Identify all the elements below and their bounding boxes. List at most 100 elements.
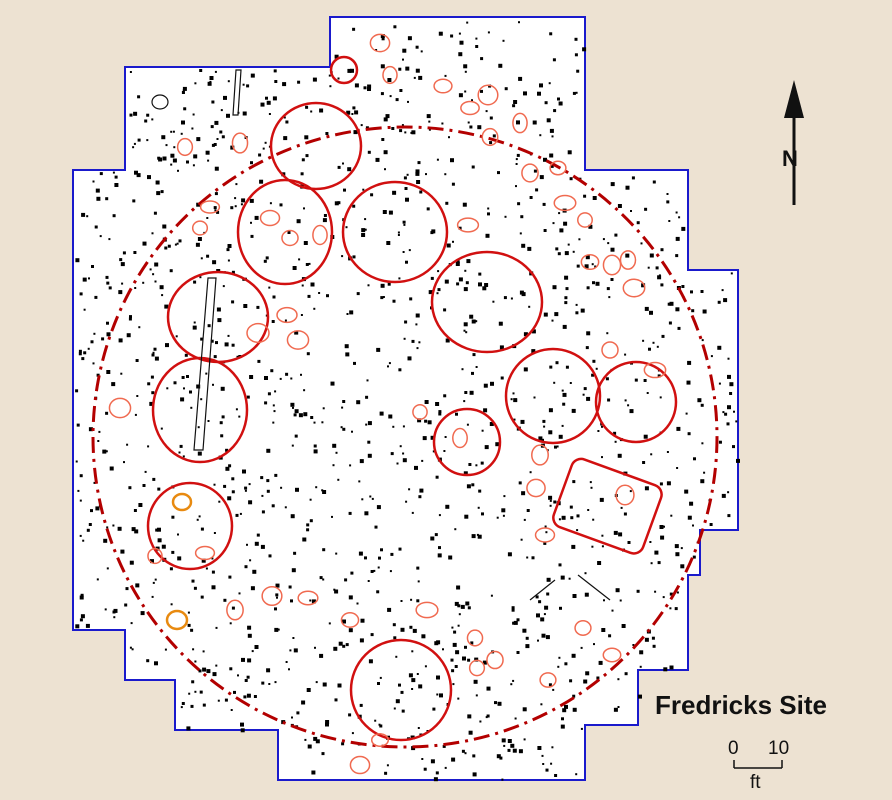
postmold	[404, 187, 408, 190]
postmold	[393, 636, 397, 640]
postmold	[478, 489, 482, 493]
postmold	[456, 585, 461, 590]
postmold	[128, 486, 132, 490]
postmold	[455, 262, 460, 266]
postmold	[155, 180, 160, 185]
postmold	[729, 382, 734, 387]
postmold	[181, 120, 185, 125]
postmold	[285, 661, 288, 663]
postmold	[666, 200, 670, 204]
postmold	[306, 523, 310, 527]
postmold	[105, 450, 108, 453]
postmold	[125, 587, 129, 591]
postmold	[684, 489, 689, 494]
postmold	[166, 387, 169, 390]
pit	[456, 217, 480, 233]
postmold	[315, 486, 318, 489]
postmold	[595, 281, 600, 286]
postmold	[572, 694, 576, 698]
postmold	[259, 179, 264, 184]
postmold	[544, 525, 547, 528]
postmold	[347, 68, 352, 73]
postmold	[543, 613, 546, 616]
postmold	[374, 719, 377, 722]
postmold	[629, 490, 632, 493]
postmold	[192, 113, 195, 116]
postmold	[293, 413, 297, 417]
postmold	[589, 481, 592, 484]
postmold	[378, 723, 381, 726]
postmold	[464, 269, 467, 272]
postmold	[322, 490, 327, 494]
postmold	[183, 387, 185, 390]
postmold	[109, 466, 114, 471]
postmold	[180, 132, 183, 135]
postmold	[591, 545, 594, 548]
postmold	[475, 464, 478, 467]
postmold	[598, 660, 603, 665]
postmold	[545, 531, 548, 534]
postmold	[169, 269, 173, 273]
postmold	[323, 214, 327, 217]
postmold	[352, 255, 356, 259]
postmold	[575, 303, 578, 306]
postmold	[674, 544, 679, 549]
postmold	[359, 638, 364, 643]
postmold	[552, 688, 555, 691]
postmold	[235, 408, 238, 411]
postmold	[280, 486, 283, 489]
postmold	[227, 244, 232, 248]
postmold	[717, 300, 721, 304]
postmold	[176, 242, 179, 245]
postmold	[290, 377, 293, 380]
postmold	[592, 518, 595, 521]
postmold	[548, 82, 551, 85]
pit	[601, 341, 619, 359]
pit	[349, 755, 371, 775]
postmold	[154, 356, 159, 361]
postmold	[480, 461, 484, 465]
structure-1	[269, 101, 363, 191]
postmold	[328, 74, 331, 77]
postmold	[591, 373, 595, 377]
postmold	[471, 534, 476, 539]
postmold	[150, 375, 154, 379]
postmold	[266, 448, 271, 453]
postmold	[223, 598, 227, 602]
postmold	[95, 188, 100, 193]
postmold	[564, 251, 569, 256]
postmold	[607, 242, 610, 245]
postmold	[415, 323, 418, 326]
postmold	[247, 625, 252, 630]
postmold	[342, 619, 346, 624]
postmold	[162, 156, 167, 161]
pit	[370, 733, 390, 747]
highlighted-pit-1	[171, 492, 193, 512]
postmold	[434, 533, 438, 537]
postmold	[515, 158, 518, 161]
postmold	[623, 512, 627, 516]
postmold	[337, 683, 342, 688]
postmold	[207, 420, 210, 422]
postmold	[120, 372, 123, 375]
postmold	[342, 400, 346, 403]
postmold	[492, 300, 495, 303]
postmold	[402, 458, 407, 463]
postmold	[668, 220, 671, 222]
postmold	[501, 508, 506, 513]
postmold	[92, 362, 95, 365]
postmold	[450, 34, 454, 38]
postmold	[650, 562, 653, 565]
postmold	[142, 484, 146, 487]
postmold	[244, 679, 248, 682]
postmold	[301, 284, 304, 287]
pit	[199, 200, 221, 214]
postmold	[501, 738, 506, 743]
postmold	[503, 296, 507, 300]
postmold	[411, 678, 416, 683]
postmold	[250, 234, 254, 238]
postmold	[378, 556, 381, 560]
postmold	[370, 193, 374, 197]
postmold	[290, 514, 295, 519]
postmold	[503, 495, 506, 498]
